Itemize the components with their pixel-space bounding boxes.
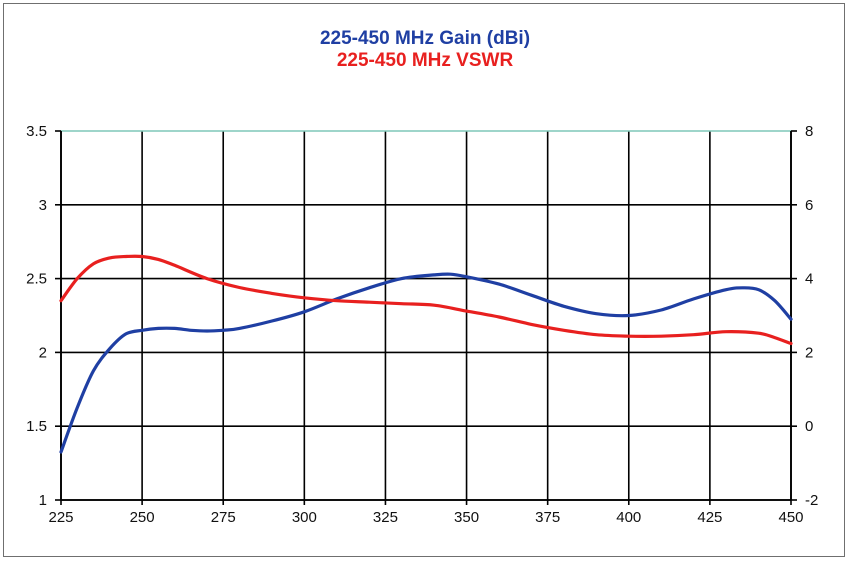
left-tick-label: 2	[39, 344, 47, 361]
x-tick-label: 250	[130, 509, 155, 526]
x-tick-label: 350	[454, 509, 479, 526]
right-tick-label: 8	[805, 123, 813, 140]
left-tick-label: 1	[39, 492, 47, 509]
left-tick-label: 2.5	[26, 271, 47, 288]
left-tick-label: 3	[39, 197, 47, 214]
chart-title: 225-450 MHz Gain (dBi)	[319, 28, 531, 49]
left-tick-label: 1.5	[26, 418, 47, 435]
x-tick-label: 375	[535, 509, 560, 526]
right-tick-label: -2	[805, 492, 818, 509]
x-tick-label: 425	[697, 509, 722, 526]
right-tick-label: 6	[805, 197, 813, 214]
chart-frame	[3, 3, 845, 557]
right-tick-label: 0	[805, 418, 813, 435]
series-line-vswr	[59, 254, 793, 346]
right-tick-label: 4	[805, 271, 813, 288]
chart-subtitle: 225-450 MHz VSWR	[336, 50, 514, 71]
series-line-gain	[59, 272, 793, 454]
left-tick-label: 3.5	[26, 123, 47, 140]
x-tick-label: 400	[616, 509, 641, 526]
x-tick-label: 325	[373, 509, 398, 526]
x-tick-label: 225	[48, 509, 73, 526]
x-tick-label: 450	[778, 509, 803, 526]
x-tick-label: 300	[292, 509, 317, 526]
x-tick-label: 275	[211, 509, 236, 526]
right-tick-label: 2	[805, 344, 813, 361]
chart-titles: 225-450 MHz Gain (dBi) 225-450 MHz VSWR	[0, 28, 850, 72]
